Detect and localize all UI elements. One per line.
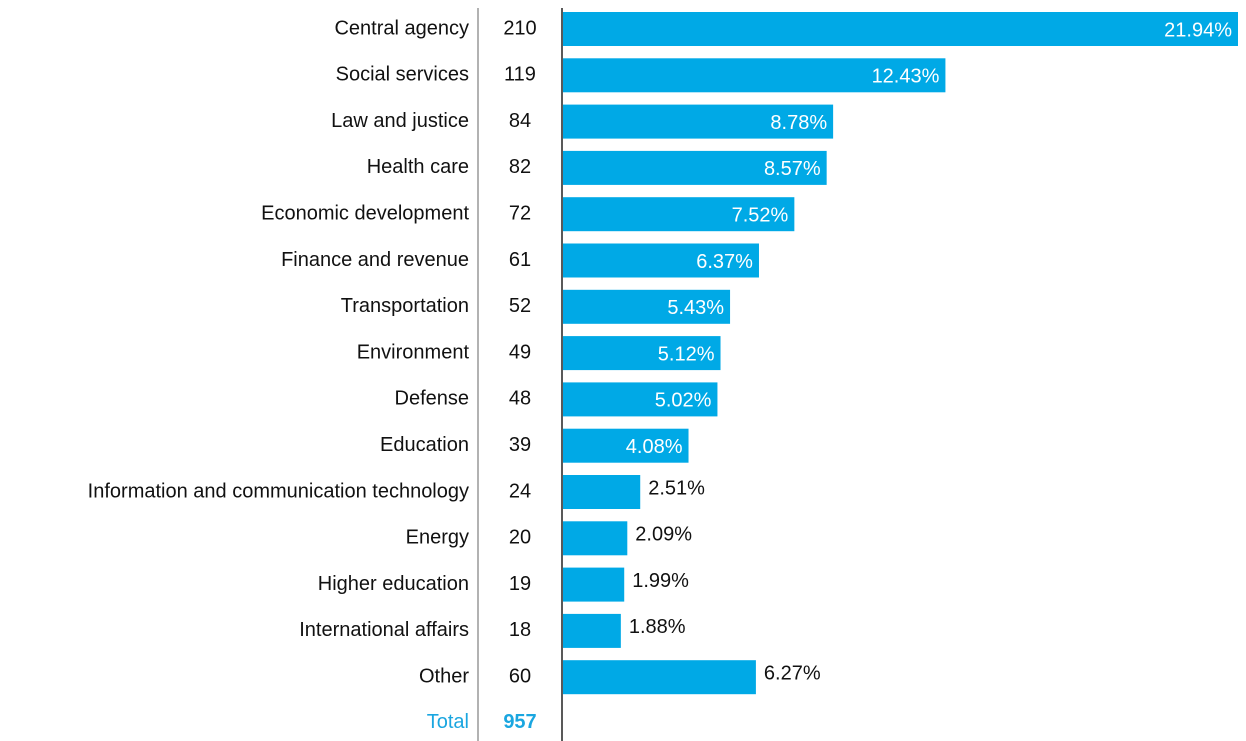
category-label: Other — [419, 665, 469, 687]
value-label: 5.43% — [667, 297, 724, 319]
bar — [563, 336, 721, 371]
count-label: 52 — [509, 295, 531, 317]
bar — [563, 428, 689, 463]
bar — [563, 197, 795, 232]
category-label: Economic development — [261, 202, 469, 224]
bar — [563, 243, 759, 278]
value-label: 21.94% — [1164, 19, 1232, 41]
count-label: 84 — [509, 110, 531, 132]
value-label: 8.78% — [770, 112, 827, 134]
value-label: 5.02% — [655, 390, 712, 412]
category-label: Defense — [395, 388, 470, 410]
count-label: 39 — [509, 434, 531, 456]
value-label: 6.27% — [764, 662, 821, 684]
bar — [563, 660, 756, 695]
category-label: Central agency — [334, 17, 469, 39]
value-label: 6.37% — [696, 251, 753, 273]
category-label: Higher education — [318, 573, 469, 595]
count-label: 18 — [509, 619, 531, 641]
count-label: 20 — [509, 527, 531, 549]
category-label: Energy — [406, 527, 469, 549]
category-label: International affairs — [299, 619, 469, 641]
value-label: 4.08% — [626, 436, 683, 458]
bar — [563, 475, 641, 509]
value-label: 1.99% — [632, 570, 689, 592]
bar — [563, 104, 834, 139]
total-label: Total — [427, 711, 469, 733]
value-label: 2.51% — [648, 477, 705, 499]
count-label: 48 — [509, 388, 531, 410]
value-label: 8.57% — [764, 158, 821, 180]
total-value: 957 — [503, 711, 536, 733]
value-label: 5.12% — [658, 343, 715, 365]
bar — [563, 613, 621, 648]
category-label: Finance and revenue — [281, 249, 469, 271]
bar — [563, 567, 625, 602]
category-label: Environment — [357, 341, 470, 363]
count-label: 119 — [504, 64, 536, 86]
count-label: 210 — [503, 17, 536, 39]
value-label: 12.43% — [872, 66, 940, 88]
count-label: 19 — [509, 573, 531, 595]
bar — [563, 58, 946, 93]
count-label: 49 — [509, 341, 531, 363]
bar — [563, 521, 628, 556]
bar — [563, 382, 718, 417]
category-label: Law and justice — [331, 110, 469, 132]
category-label: Transportation — [341, 295, 469, 317]
bar — [563, 12, 1238, 46]
category-label: Information and communication technology — [88, 480, 469, 502]
count-label: 82 — [509, 156, 531, 178]
value-label: 2.09% — [635, 524, 692, 546]
category-label: Health care — [367, 156, 469, 178]
count-label: 24 — [509, 480, 531, 502]
category-label: Education — [380, 434, 469, 456]
count-label: 61 — [509, 249, 531, 271]
bar — [563, 289, 731, 324]
value-label: 7.52% — [732, 204, 789, 226]
count-label: 60 — [509, 665, 531, 687]
bar — [563, 150, 827, 185]
value-label: 1.88% — [629, 616, 686, 638]
category-label: Social services — [336, 64, 469, 86]
count-label: 72 — [509, 202, 531, 224]
